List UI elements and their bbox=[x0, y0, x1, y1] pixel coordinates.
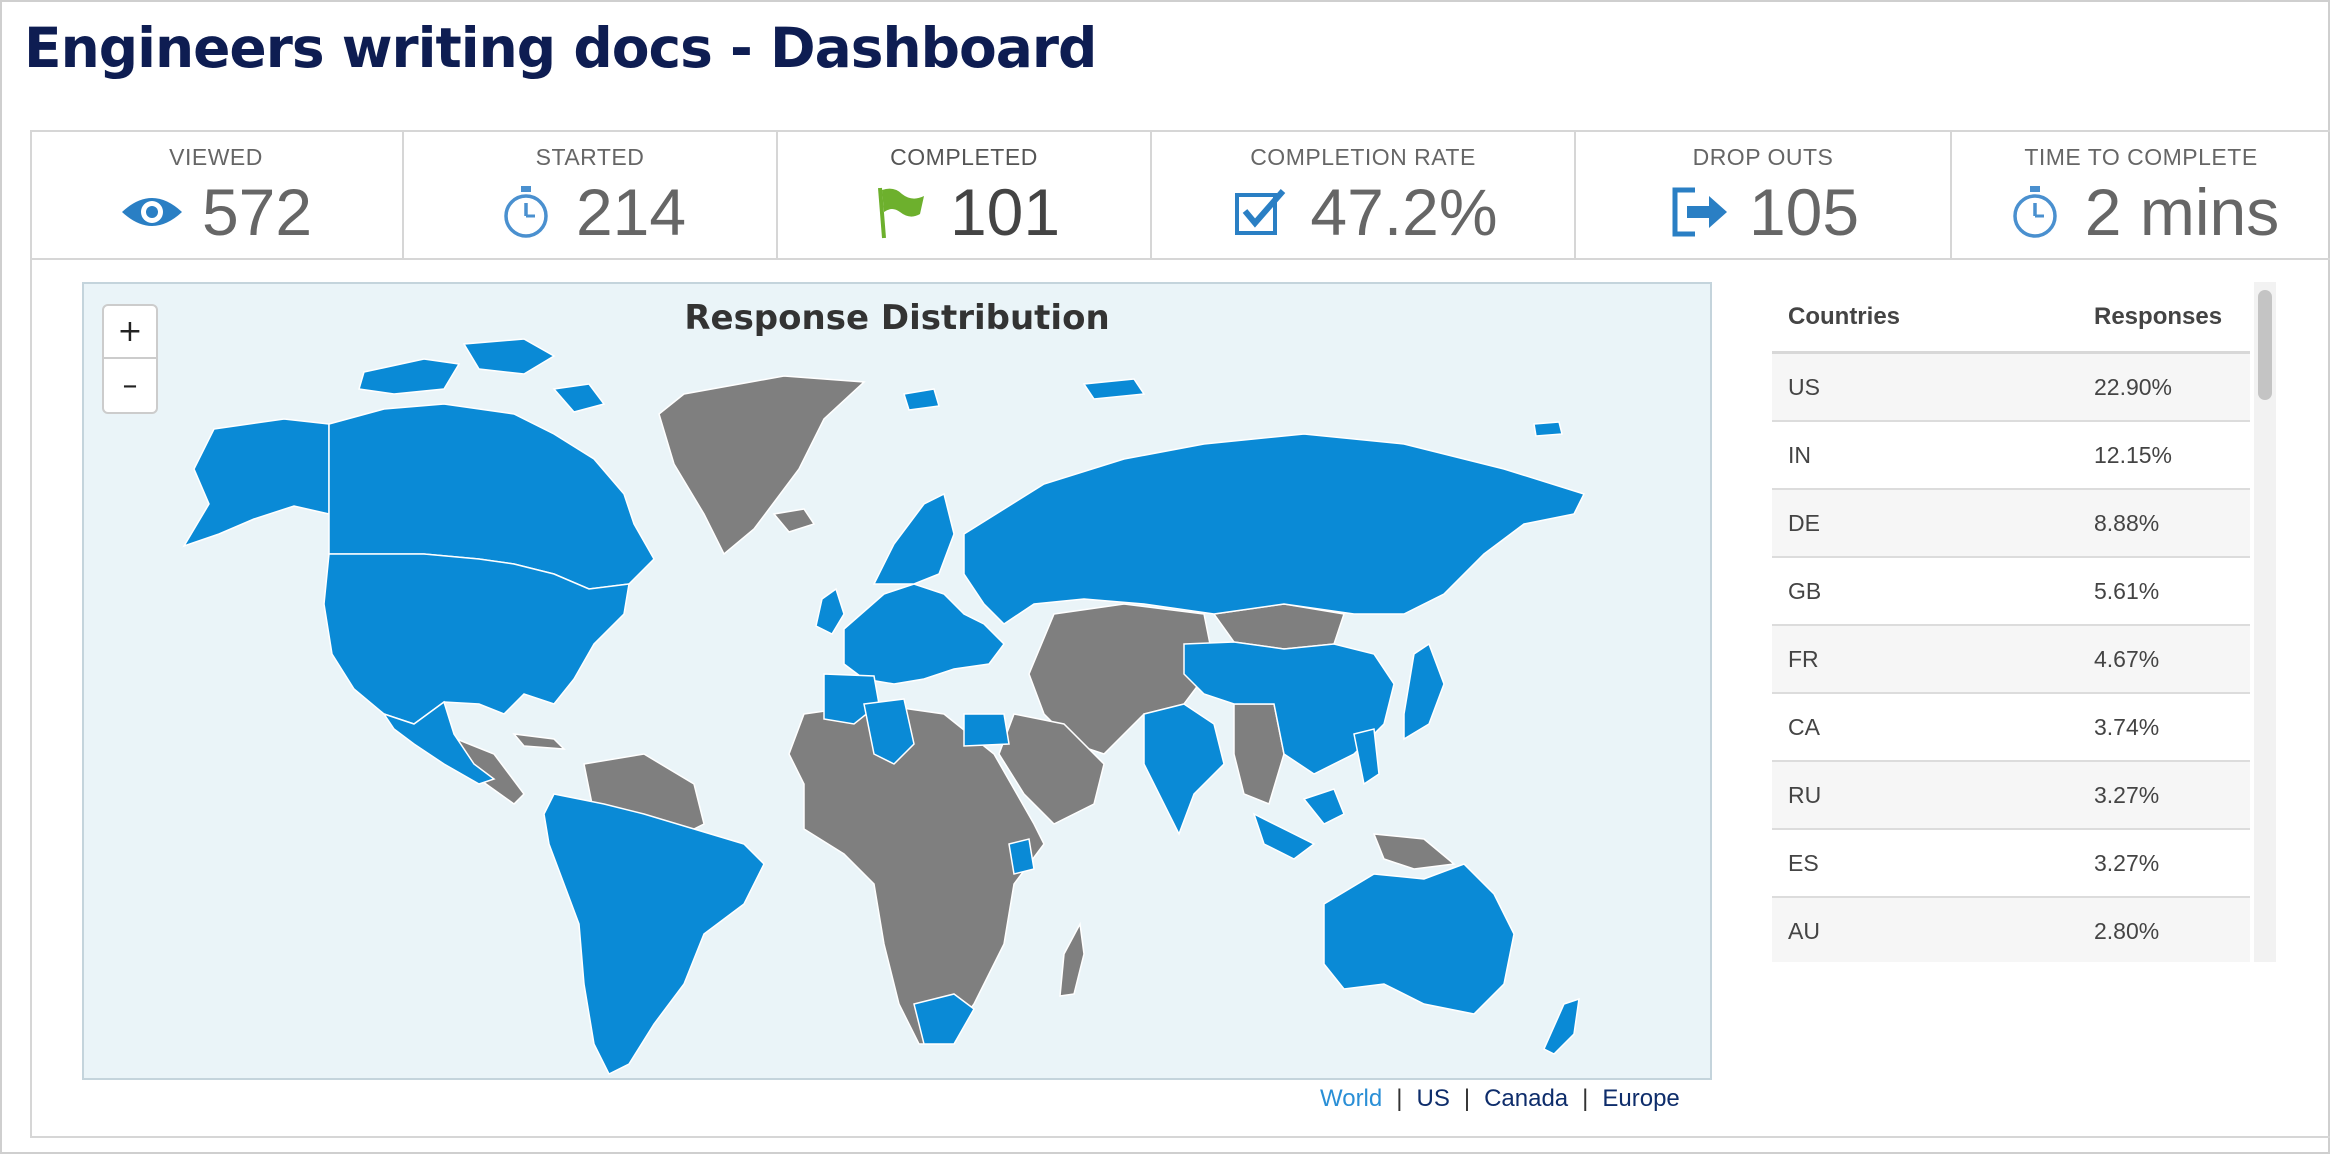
map-responded-regions bbox=[182, 338, 1586, 1076]
stat-drop-outs: DROP OUTS 105 bbox=[1576, 130, 1952, 260]
link-world[interactable]: World bbox=[1320, 1085, 1383, 1112]
zoom-out-button[interactable]: – bbox=[104, 359, 156, 412]
stat-label: TIME TO COMPLETE bbox=[2024, 144, 2258, 170]
stat-viewed: VIEWED 572 bbox=[30, 130, 404, 260]
stats-bar: VIEWED 572 STARTED 214 COMPLETED 101 COM… bbox=[30, 130, 2330, 260]
table-row: IN 12.15% bbox=[1772, 422, 2250, 490]
map-no-response-regions bbox=[442, 375, 1456, 1045]
table-row: US 22.90% bbox=[1772, 354, 2250, 422]
stat-value: 2 mins bbox=[2084, 175, 2280, 249]
map-title: Response Distribution bbox=[684, 298, 1110, 338]
world-map-canvas[interactable] bbox=[84, 284, 1710, 1078]
responses-cell: 5.61% bbox=[2094, 577, 2160, 604]
table-row: ES 3.27% bbox=[1772, 830, 2250, 898]
country-cell: CA bbox=[1788, 713, 1820, 740]
table-body: US 22.90% IN 12.15% DE 8.88% GB 5.61% FR 4.67… bbox=[1772, 354, 2250, 962]
stat-value: 105 bbox=[1748, 175, 1860, 249]
table-row: GB 5.61% bbox=[1772, 558, 2250, 626]
country-cell: FR bbox=[1788, 645, 1819, 672]
flag-icon bbox=[868, 180, 932, 244]
column-header-countries[interactable]: Countries bbox=[1788, 302, 1901, 330]
eye-icon bbox=[120, 180, 184, 244]
page-title: Engineers writing docs - Dashboard bbox=[24, 16, 1097, 80]
zoom-controls: + – bbox=[102, 304, 158, 414]
stat-label: DROP OUTS bbox=[1692, 144, 1834, 170]
zoom-in-button[interactable]: + bbox=[104, 306, 156, 359]
responses-cell: 4.67% bbox=[2094, 645, 2160, 672]
exit-icon bbox=[1667, 180, 1731, 244]
table-scrollbar[interactable] bbox=[2254, 282, 2276, 962]
stat-completed: COMPLETED 101 bbox=[778, 130, 1152, 260]
country-cell: DE bbox=[1788, 509, 1820, 536]
responses-cell: 2.80% bbox=[2094, 917, 2160, 944]
link-canada[interactable]: Canada bbox=[1484, 1085, 1569, 1112]
stat-value: 101 bbox=[949, 175, 1061, 249]
country-cell: ES bbox=[1788, 849, 1819, 876]
column-header-responses[interactable]: Responses bbox=[2094, 302, 2223, 330]
responses-cell: 12.15% bbox=[2094, 441, 2173, 468]
table-header: Countries Responses bbox=[1772, 282, 2250, 354]
link-separator: | bbox=[1582, 1085, 1589, 1112]
responses-cell: 8.88% bbox=[2094, 509, 2160, 536]
link-us[interactable]: US bbox=[1416, 1085, 1450, 1112]
stopwatch-icon bbox=[494, 180, 558, 244]
table-row: FR 4.67% bbox=[1772, 626, 2250, 694]
stat-label: COMPLETED bbox=[890, 144, 1038, 170]
countries-table[interactable]: Countries Responses US 22.90% IN 12.15% DE… bbox=[1772, 282, 2250, 962]
stat-label: VIEWED bbox=[169, 144, 263, 170]
stat-label: COMPLETION RATE bbox=[1250, 144, 1476, 170]
checkbox-icon bbox=[1228, 180, 1292, 244]
stat-label: STARTED bbox=[535, 144, 645, 170]
country-cell: IN bbox=[1788, 441, 1811, 468]
dashboard-panel bbox=[30, 130, 2330, 1138]
world-map[interactable]: Response Distribution + – bbox=[82, 282, 1712, 1080]
map-region-links: World | US | Canada | Europe bbox=[1320, 1082, 1680, 1116]
responses-cell: 3.27% bbox=[2094, 781, 2160, 808]
link-separator: | bbox=[1463, 1085, 1471, 1112]
stat-value: 214 bbox=[575, 175, 687, 249]
scrollbar-thumb[interactable] bbox=[2258, 290, 2272, 400]
link-separator: | bbox=[1396, 1085, 1403, 1112]
stat-time-to-complete: TIME TO COMPLETE 2 mins bbox=[1952, 130, 2330, 260]
table-row: CA 3.74% bbox=[1772, 694, 2250, 762]
stat-value: 572 bbox=[201, 175, 313, 249]
stat-value: 47.2% bbox=[1310, 175, 1498, 249]
country-cell: US bbox=[1788, 373, 1820, 400]
stat-started: STARTED 214 bbox=[404, 130, 778, 260]
responses-cell: 3.74% bbox=[2094, 713, 2160, 740]
country-cell: AU bbox=[1788, 917, 1820, 944]
country-cell: RU bbox=[1788, 781, 1822, 808]
responses-cell: 3.27% bbox=[2094, 849, 2160, 876]
table-row: RU 3.27% bbox=[1772, 762, 2250, 830]
stopwatch-icon bbox=[2003, 180, 2067, 244]
table-row: AU 2.80% bbox=[1772, 898, 2250, 962]
link-europe[interactable]: Europe bbox=[1602, 1085, 1680, 1112]
country-cell: GB bbox=[1788, 577, 1822, 604]
stat-completion-rate: COMPLETION RATE 47.2% bbox=[1152, 130, 1576, 260]
responses-cell: 22.90% bbox=[2094, 373, 2173, 400]
table-row: DE 8.88% bbox=[1772, 490, 2250, 558]
